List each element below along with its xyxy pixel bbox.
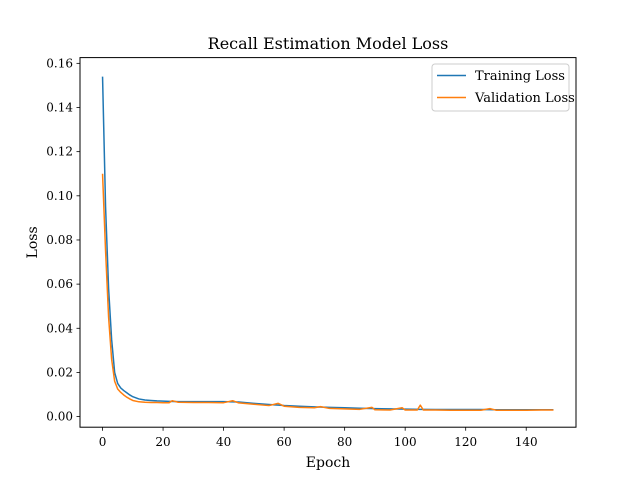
y-tick-label: 0.00: [46, 410, 73, 424]
x-tick-label: 120: [454, 435, 477, 449]
x-tick-label: 140: [515, 435, 538, 449]
legend: Training Loss Validation Loss: [431, 63, 575, 112]
y-tick-label: 0.10: [46, 189, 73, 203]
legend-label-training: Training Loss: [475, 69, 565, 84]
x-axis-label: Epoch: [306, 455, 350, 471]
y-tick-label: 0.14: [46, 100, 73, 114]
y-tick-label: 0.16: [46, 56, 73, 70]
y-tick-label: 0.08: [46, 233, 73, 247]
legend-label-validation: Validation Loss: [474, 91, 575, 106]
x-tick-label: 100: [394, 435, 417, 449]
x-tick-label: 40: [216, 435, 231, 449]
x-tick-label: 60: [276, 435, 291, 449]
plot-frame: [79, 57, 577, 428]
x-tick-label: 20: [155, 435, 170, 449]
y-tick-label: 0.06: [46, 277, 73, 291]
legend-box: [431, 63, 570, 112]
y-tick-label: 0.12: [46, 145, 73, 159]
y-axis-ticks: 0.00 0.02 0.04 0.06 0.08 0.10 0.12 0.14 0.16: [46, 56, 80, 424]
x-axis-ticks: 0 20 40 60 80 100 120 140: [99, 427, 538, 449]
x-tick-label: 0: [99, 435, 107, 449]
series-lines: [101, 76, 554, 411]
y-axis-label: Loss: [25, 226, 41, 258]
y-tick-label: 0.02: [46, 365, 73, 379]
x-tick-label: 80: [337, 435, 352, 449]
series-line-validation: [101, 173, 554, 411]
y-tick-label: 0.04: [46, 321, 73, 335]
chart-title: Recall Estimation Model Loss: [208, 34, 449, 53]
